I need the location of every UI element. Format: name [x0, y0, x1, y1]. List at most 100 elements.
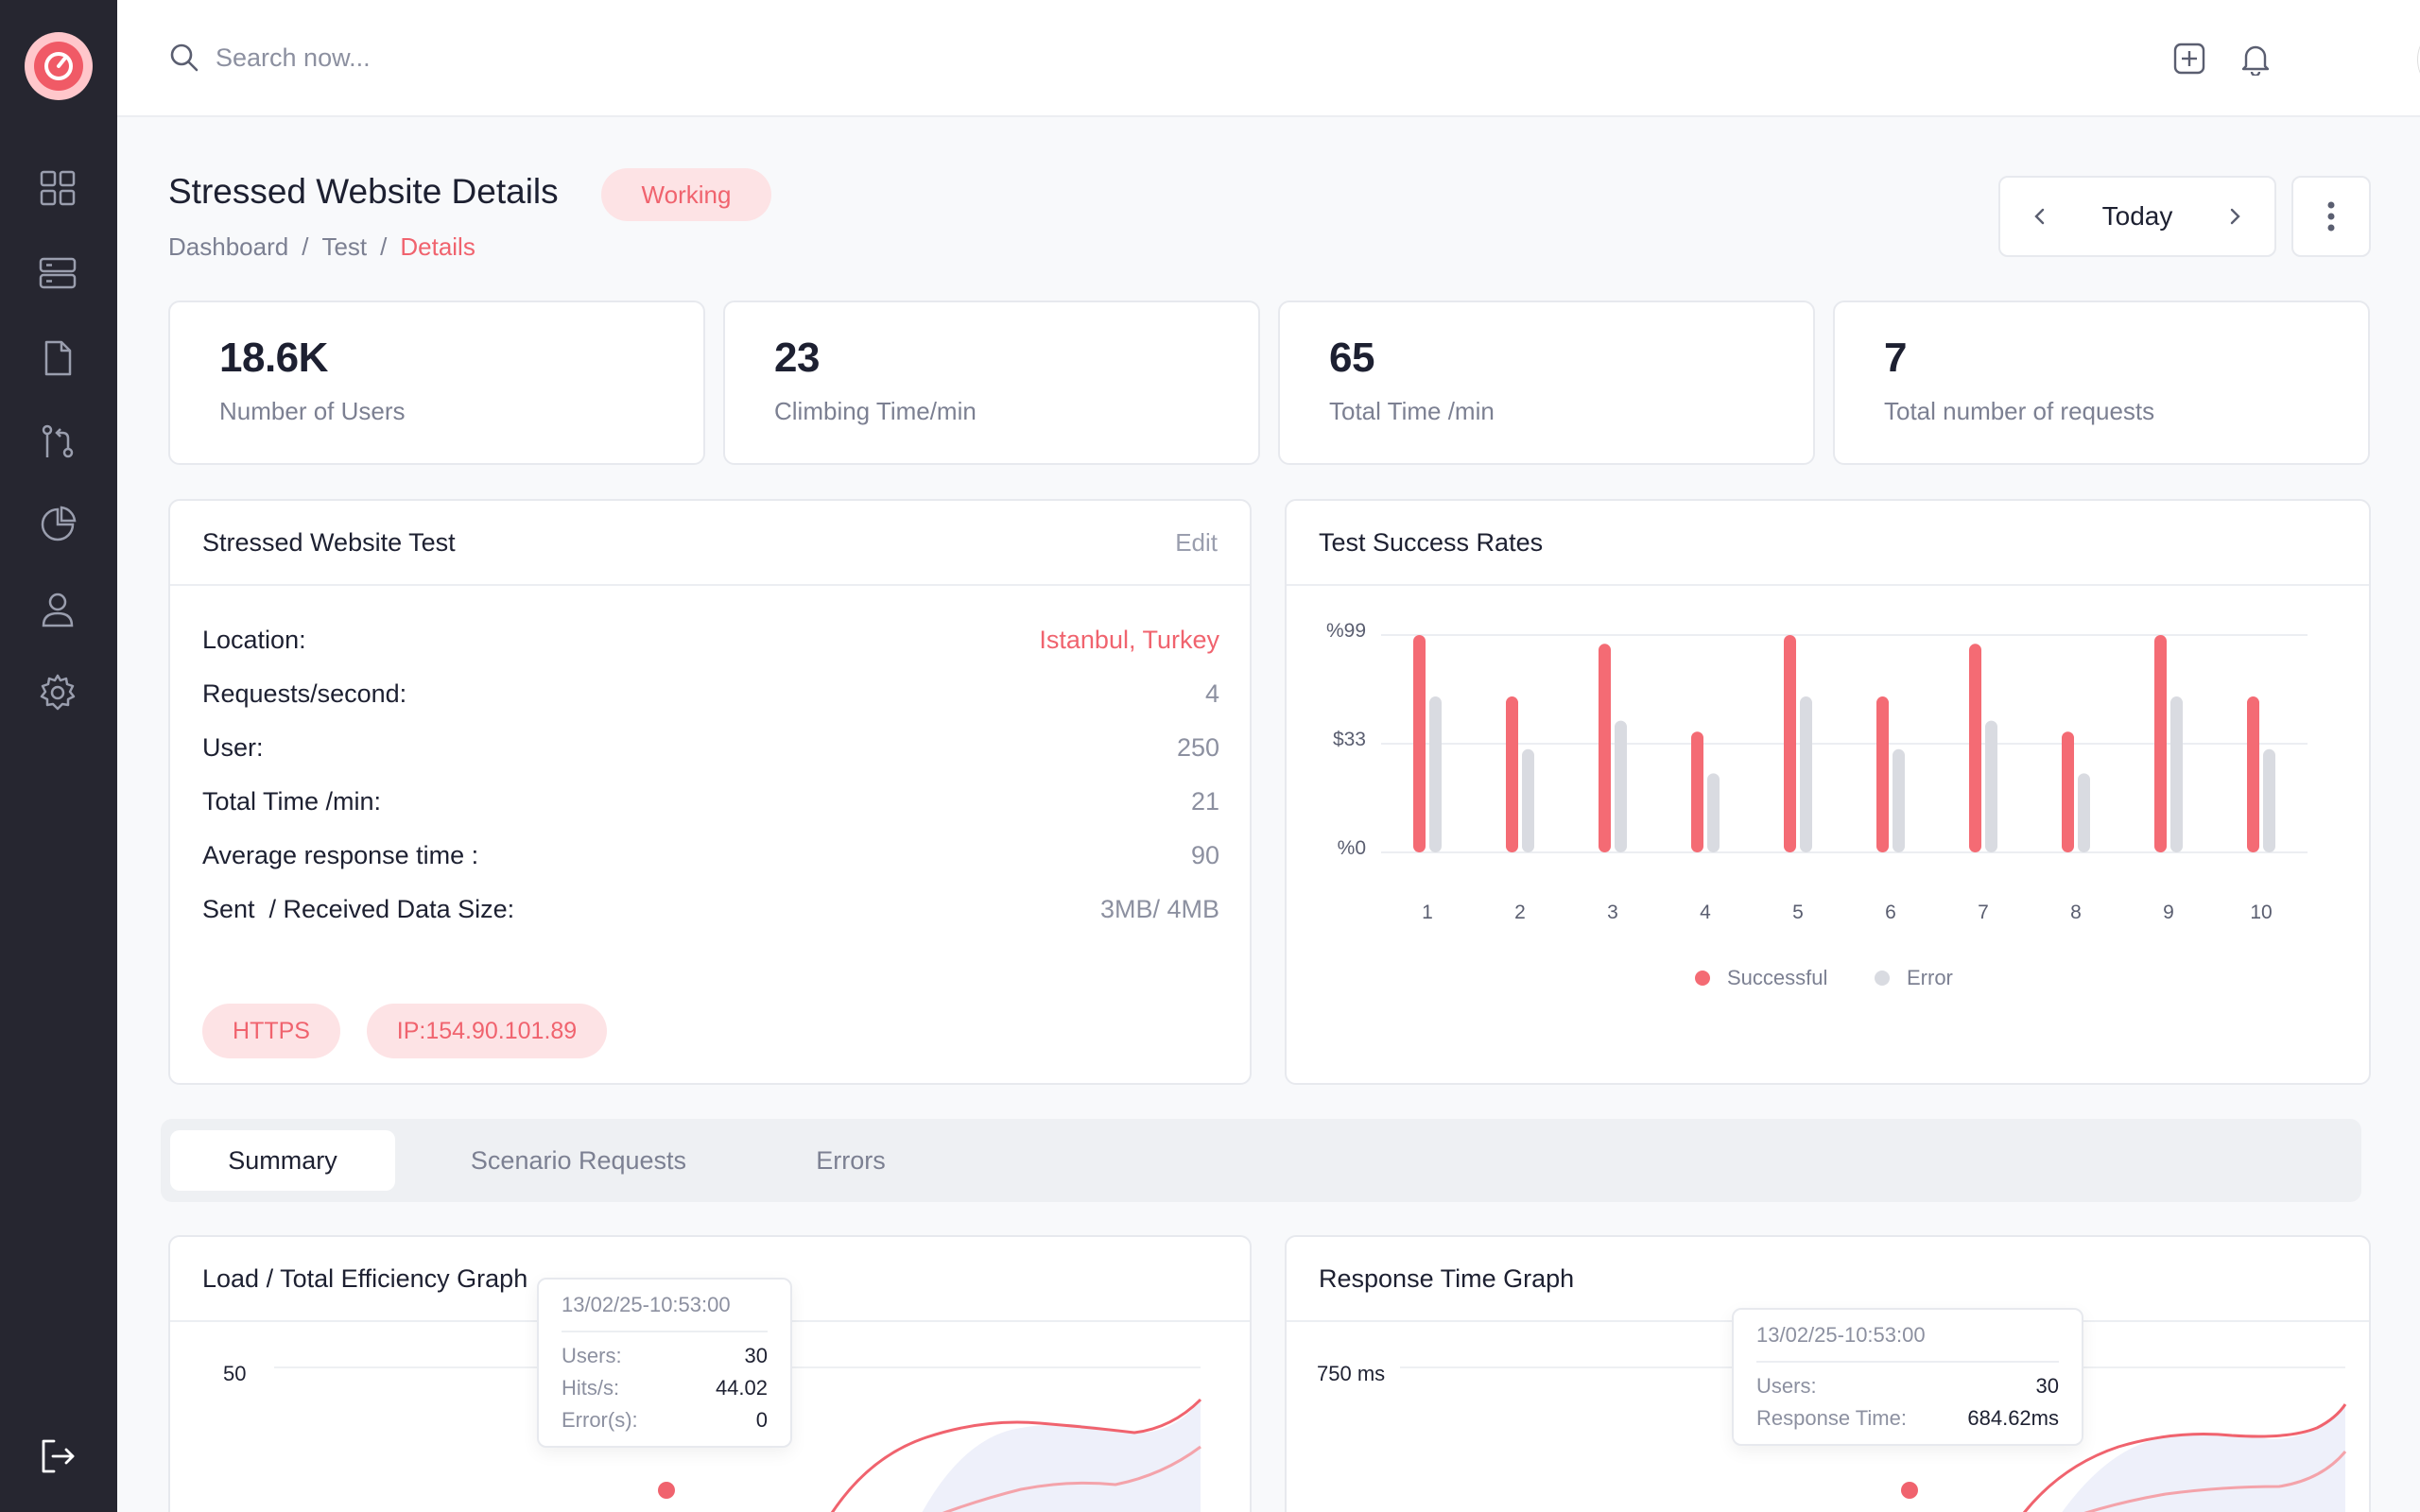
tooltip-value: 30 — [744, 1344, 768, 1367]
more-options-button[interactable] — [2291, 176, 2371, 257]
bar-error — [1707, 773, 1720, 852]
tab-summary[interactable]: Summary — [170, 1130, 395, 1191]
bar-error — [1615, 720, 1627, 852]
y-axis-label: 50 — [223, 1362, 247, 1385]
stat-value: 18.6K — [219, 335, 328, 381]
panel-title: Load / Total Efficiency Graph — [202, 1263, 528, 1293]
bar-error — [2078, 773, 2090, 852]
stat-card-total-time: 65 Total Time /min — [1278, 301, 1815, 465]
tab-scenario-requests[interactable]: Scenario Requests — [470, 1145, 687, 1175]
tooltip-row: Response Time: 684.62ms — [1756, 1406, 2059, 1431]
ip-tag: IP:154.90.101.89 — [367, 1004, 607, 1058]
tooltip-row: Error(s): 0 — [562, 1408, 768, 1433]
tab-bar: Summary Scenario Requests Errors — [161, 1119, 2361, 1202]
nav-profile[interactable] — [36, 588, 79, 631]
date-label[interactable]: Today — [2101, 201, 2173, 231]
breadcrumb-separator: / — [380, 232, 388, 261]
status-badge: Working — [601, 168, 771, 221]
x-tick-label: 5 — [1792, 902, 1804, 923]
notifications-button[interactable] — [2235, 38, 2276, 79]
bar-error — [1800, 696, 1812, 852]
nav-reports[interactable] — [36, 503, 79, 546]
chevron-left-icon[interactable] — [2029, 205, 2051, 228]
bar-error — [1893, 748, 1905, 852]
info-row-requests-per-second: Requests/second: 4 — [202, 679, 1219, 709]
stat-value: 65 — [1329, 335, 1374, 381]
chevron-right-icon[interactable] — [2223, 205, 2246, 228]
bar-successful — [1876, 696, 1889, 852]
tooltip-row: Users: 30 — [1756, 1374, 2059, 1399]
y-tick-label: %99 — [1326, 620, 1366, 642]
user-icon — [42, 593, 74, 627]
stat-card-total-requests: 7 Total number of requests — [1833, 301, 2370, 465]
panel-header: Stressed Website Test Edit — [170, 501, 1250, 586]
info-value: 21 — [1190, 787, 1219, 816]
x-tick-label: 6 — [1885, 902, 1896, 923]
plus-square-icon — [2173, 43, 2205, 75]
legend-dot — [1695, 971, 1710, 986]
y-tick-label: $33 — [1333, 729, 1366, 750]
edit-button[interactable]: Edit — [1175, 527, 1218, 557]
load-graph-tooltip: 13/02/25-10:53:00 Users: 30 Hits/s: 44.02 … — [537, 1278, 792, 1448]
bar-successful — [1413, 635, 1426, 852]
nav-dashboard[interactable] — [36, 166, 79, 210]
info-value: 250 — [1176, 733, 1219, 762]
response-graph-tooltip: 13/02/25-10:53:00 Users: 30 Response Time… — [1732, 1308, 2083, 1446]
app-logo[interactable] — [25, 32, 93, 100]
legend-dot — [1875, 971, 1890, 986]
tooltip-point[interactable] — [658, 1482, 675, 1499]
info-key: User: — [202, 733, 264, 762]
bar-successful — [1599, 644, 1611, 852]
bar-successful — [1506, 696, 1518, 852]
top-bar — [117, 0, 2420, 117]
x-tick-label: 10 — [2250, 902, 2272, 923]
bar-successful — [2062, 731, 2074, 852]
add-button[interactable] — [2169, 38, 2210, 79]
panel-title: Response Time Graph — [1319, 1263, 1575, 1293]
x-tick-label: 1 — [1422, 902, 1433, 923]
bar-error — [1522, 748, 1534, 852]
bar-chart: %99 $33 %0 1 2 3 4 5 6 7 8 9 10 Successful Error — [1326, 620, 2308, 989]
info-key: Average response time : — [202, 841, 479, 869]
y-axis-label: 750 ms — [1317, 1362, 1386, 1385]
panel-header: Test Success Rates — [1287, 501, 2369, 586]
breadcrumb-test[interactable]: Test — [321, 232, 368, 261]
info-key: Sent / Received Data Size: — [202, 895, 515, 923]
search-icon — [170, 43, 199, 72]
x-tick-label: 8 — [2070, 902, 2082, 923]
stat-value: 23 — [774, 335, 820, 381]
breadcrumb-dashboard[interactable]: Dashboard — [168, 232, 289, 261]
search-input[interactable] — [216, 36, 783, 79]
nav-documents[interactable] — [36, 336, 79, 380]
date-navigator: Today — [1998, 176, 2276, 257]
nav-servers[interactable] — [36, 251, 79, 295]
tooltip-point[interactable] — [1901, 1482, 1918, 1499]
response-line — [2022, 1403, 2347, 1512]
tab-errors[interactable]: Errors — [816, 1145, 886, 1175]
protocol-tag: HTTPS — [202, 1004, 340, 1058]
nav-settings[interactable] — [36, 671, 79, 714]
breadcrumb: Dashboard / Test / Details — [168, 232, 475, 262]
x-tick-label: 2 — [1514, 902, 1526, 923]
tooltip-key: Error(s): — [562, 1408, 638, 1432]
info-row-user: User: 250 — [202, 733, 1219, 763]
server-icon — [39, 257, 77, 289]
sidebar — [0, 0, 117, 1512]
info-row-location: Location: Istanbul, Turkey — [202, 626, 1219, 655]
x-tick-label: 4 — [1700, 902, 1711, 923]
stat-card-users: 18.6K Number of Users — [168, 301, 705, 465]
nav-pull-requests[interactable] — [36, 420, 79, 463]
stat-label: Total number of requests — [1884, 397, 2155, 425]
x-tick-label: 7 — [1978, 902, 1989, 923]
tooltip-row: Hits/s: 44.02 — [562, 1376, 768, 1400]
file-icon — [44, 340, 72, 376]
bar-error — [1985, 720, 1997, 852]
tooltip-row: Users: 30 — [562, 1344, 768, 1368]
bar-successful — [1691, 731, 1703, 852]
info-key: Total Time /min: — [202, 787, 382, 816]
bell-icon — [2241, 45, 2270, 76]
test-details-panel: Stressed Website Test Edit Location: Ist… — [168, 499, 1252, 1085]
legend-label: Successful — [1727, 966, 1827, 989]
gear-icon — [40, 674, 76, 711]
logout-button[interactable] — [36, 1435, 79, 1478]
